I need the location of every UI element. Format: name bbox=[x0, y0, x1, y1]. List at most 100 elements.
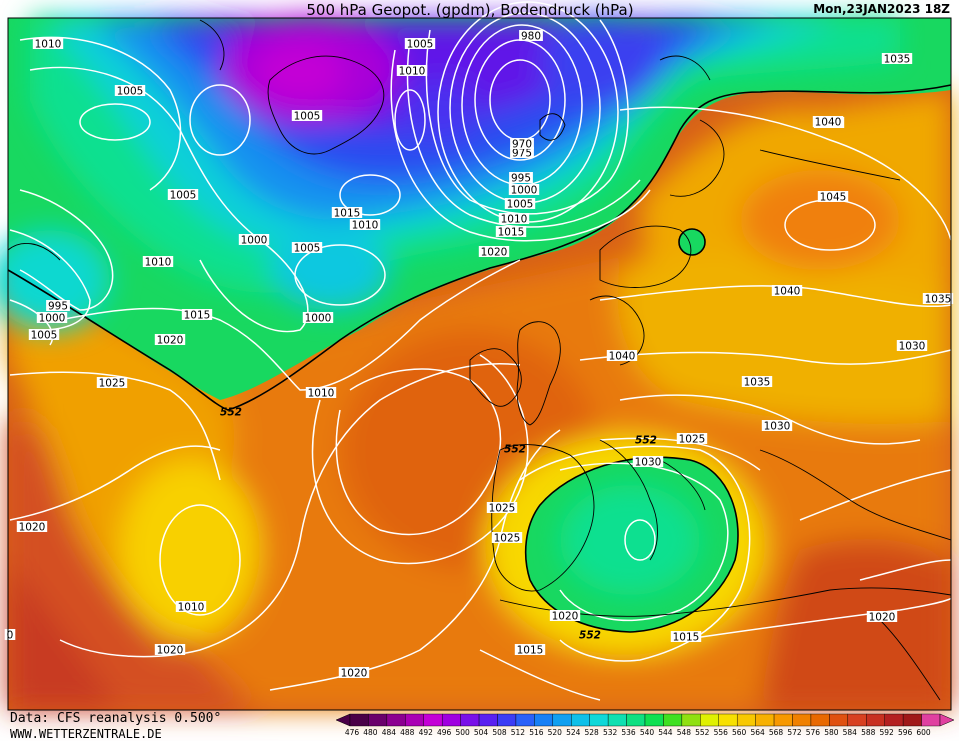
isobar-label: 1040 bbox=[609, 351, 636, 363]
legend-tick-label: 504 bbox=[474, 728, 489, 737]
legend-swatch bbox=[755, 713, 775, 727]
isobar-label: 1000 bbox=[39, 313, 66, 325]
map-title: 500 hPa Geopot. (gpdm), Bodendruck (hPa) bbox=[306, 1, 633, 19]
isobar-label: 995 bbox=[48, 301, 68, 313]
legend-tick-label: 520 bbox=[548, 728, 563, 737]
legend-swatch bbox=[552, 713, 572, 727]
legend-swatch bbox=[460, 713, 480, 727]
legend-swatch bbox=[884, 713, 904, 727]
legend-tick-label: 564 bbox=[750, 728, 765, 737]
isobar-label: 1020 bbox=[157, 645, 184, 657]
isobar-label: 1040 bbox=[774, 286, 801, 298]
legend-swatch bbox=[497, 713, 517, 727]
isobar-label: 1040 bbox=[815, 117, 842, 129]
legend-swatch bbox=[681, 713, 701, 727]
isobar-label: 1000 bbox=[511, 185, 538, 197]
legend-swatch bbox=[663, 713, 683, 727]
isobar-label: 1035 bbox=[884, 54, 911, 66]
isobar-label: 1005 bbox=[294, 111, 321, 123]
legend-tick-label: 572 bbox=[787, 728, 802, 737]
isobar-label: 1020 bbox=[341, 668, 368, 680]
isobar-label: 1005 bbox=[170, 190, 197, 202]
legend-tick-label: 532 bbox=[603, 728, 618, 737]
contour-552-label: 552 bbox=[579, 630, 601, 642]
isobar-label: 995 bbox=[511, 173, 531, 185]
legend-swatch bbox=[349, 713, 369, 727]
legend-swatch bbox=[847, 713, 867, 727]
legend-tick-label: 584 bbox=[843, 728, 858, 737]
legend-swatch bbox=[829, 713, 849, 727]
isobar-label: 1035 bbox=[925, 294, 952, 306]
legend-tick-label: 576 bbox=[806, 728, 821, 737]
legend-swatch bbox=[773, 713, 793, 727]
legend-tick-label: 592 bbox=[880, 728, 895, 737]
legend-tick-label: 568 bbox=[769, 728, 784, 737]
legend-tick-label: 600 bbox=[916, 728, 931, 737]
legend-tick-label: 560 bbox=[732, 728, 747, 737]
legend-swatch bbox=[810, 713, 830, 727]
isobar-label: 1020 bbox=[19, 522, 46, 534]
legend-swatch bbox=[423, 713, 443, 727]
color-legend: 476 480 484 488 492 496 500 504 508 512 516 520 524 5… bbox=[335, 713, 955, 737]
legend-swatch bbox=[534, 713, 554, 727]
isobar-label: 1010 bbox=[308, 388, 335, 400]
legend-swatch bbox=[866, 713, 885, 727]
legend-swatch bbox=[386, 713, 406, 727]
contour-552-label: 552 bbox=[504, 444, 526, 456]
isobars bbox=[9, 1, 952, 701]
legend-swatch bbox=[902, 713, 922, 727]
legend-swatch bbox=[718, 713, 738, 727]
legend-tick-label: 484 bbox=[382, 728, 397, 737]
isobar-label: 975 bbox=[512, 148, 532, 160]
isobar-label: 1010 bbox=[501, 214, 528, 226]
legend-tick-label: 540 bbox=[640, 728, 655, 737]
isobar-label: 0 bbox=[7, 630, 14, 642]
legend-tick-label: 596 bbox=[898, 728, 913, 737]
isobar-label: 1010 bbox=[178, 602, 205, 614]
isobar-label: 1015 bbox=[184, 310, 211, 322]
legend-tick-label: 496 bbox=[437, 728, 452, 737]
map-border bbox=[7, 17, 952, 711]
isobar-label: 1045 bbox=[820, 192, 847, 204]
legend-arrow-left bbox=[335, 713, 351, 727]
footer-source: Data: CFS reanalysis 0.500° bbox=[10, 711, 222, 726]
isobar-label: 1015 bbox=[498, 227, 525, 239]
legend-tick-label: 480 bbox=[363, 728, 378, 737]
isobar-label: 1020 bbox=[869, 612, 896, 624]
legend-swatch bbox=[700, 713, 719, 727]
legend-swatch bbox=[571, 713, 590, 727]
isobar-label: 1025 bbox=[494, 533, 521, 545]
legend-arrow-right bbox=[939, 713, 955, 727]
isobar-label: 1005 bbox=[31, 330, 58, 342]
isobar-label: 1005 bbox=[407, 39, 434, 51]
legend-swatch bbox=[478, 713, 498, 727]
legend-swatch bbox=[515, 713, 535, 727]
legend-swatch bbox=[441, 713, 461, 727]
isobar-label: 1025 bbox=[489, 503, 516, 515]
isobar-label: 1010 bbox=[35, 39, 62, 51]
legend-swatch bbox=[607, 713, 627, 727]
geopotential-field bbox=[0, 15, 951, 710]
legend-tick-label: 552 bbox=[695, 728, 710, 737]
isobar-label: 1015 bbox=[673, 632, 700, 644]
isobar-label: 1005 bbox=[294, 243, 321, 255]
contour-552-label: 552 bbox=[635, 435, 657, 447]
legend-tick-label: 492 bbox=[419, 728, 434, 737]
map-date: Mon,23JAN2023 18Z bbox=[813, 2, 950, 16]
legend-tick-label: 524 bbox=[566, 728, 581, 737]
isobar-label: 980 bbox=[521, 31, 541, 43]
legend-tick-label: 476 bbox=[345, 728, 360, 737]
isobar-label: 1020 bbox=[157, 335, 184, 347]
isobar-label: 1020 bbox=[552, 611, 579, 623]
isobar-label: 1030 bbox=[764, 421, 791, 433]
isobar-label: 1030 bbox=[635, 457, 662, 469]
contour-552-label: 552 bbox=[220, 407, 242, 419]
isobar-label: 1030 bbox=[899, 341, 926, 353]
isobar-label: 1035 bbox=[744, 377, 771, 389]
isobar-label: 1010 bbox=[399, 66, 426, 78]
legend-swatch bbox=[368, 713, 388, 727]
legend-tick-label: 516 bbox=[529, 728, 544, 737]
legend-tick-label: 528 bbox=[585, 728, 600, 737]
isobar-label: 1015 bbox=[517, 645, 544, 657]
